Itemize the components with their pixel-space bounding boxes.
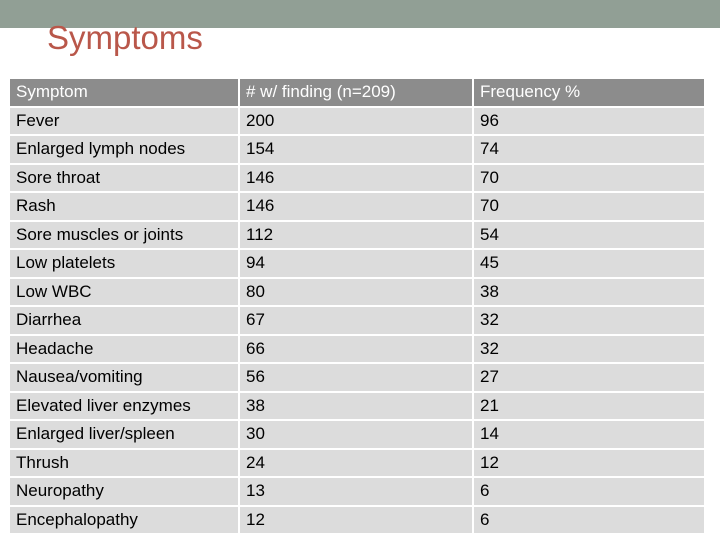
- table-cell: Neuropathy: [10, 478, 238, 505]
- table-cell: 146: [240, 193, 472, 220]
- table-cell: 67: [240, 307, 472, 334]
- table-cell: 54: [474, 221, 704, 248]
- table-cell: 74: [474, 136, 704, 163]
- table-cell: 200: [240, 107, 472, 134]
- table-cell: 32: [474, 307, 704, 334]
- table-row: Enlarged lymph nodes 154 74: [10, 136, 704, 163]
- table-cell: 70: [474, 164, 704, 191]
- table-cell: Fever: [10, 107, 238, 134]
- header-cell: Symptom: [10, 79, 238, 106]
- table-cell: 154: [240, 136, 472, 163]
- table-row: Nausea/vomiting 56 27: [10, 364, 704, 391]
- table-cell: Sore throat: [10, 164, 238, 191]
- table-cell: Low platelets: [10, 250, 238, 277]
- table-cell: 12: [474, 449, 704, 476]
- table-row: Rash 146 70: [10, 193, 704, 220]
- header-row: Symptom # w/ finding (n=209) Frequency %: [10, 79, 704, 106]
- table-cell: 30: [240, 421, 472, 448]
- table-cell: 6: [474, 478, 704, 505]
- table-cell: 45: [474, 250, 704, 277]
- table-cell: 12: [240, 506, 472, 533]
- table-cell: 14: [474, 421, 704, 448]
- table-row: Enlarged liver/spleen 30 14: [10, 421, 704, 448]
- table-row: Elevated liver enzymes 38 21: [10, 392, 704, 419]
- table-cell: 80: [240, 278, 472, 305]
- table-cell: Encephalopathy: [10, 506, 238, 533]
- table-cell: 112: [240, 221, 472, 248]
- header-cell: Frequency %: [474, 79, 704, 106]
- table-row: Sore throat 146 70: [10, 164, 704, 191]
- table-cell: Diarrhea: [10, 307, 238, 334]
- table-row: Low platelets 94 45: [10, 250, 704, 277]
- table-cell: Nausea/vomiting: [10, 364, 238, 391]
- table-cell: Headache: [10, 335, 238, 362]
- table-cell: 94: [240, 250, 472, 277]
- table-cell: 6: [474, 506, 704, 533]
- table-cell: Rash: [10, 193, 238, 220]
- table-cell: 13: [240, 478, 472, 505]
- table-cell: 38: [240, 392, 472, 419]
- table-row: Headache 66 32: [10, 335, 704, 362]
- symptom-table: Symptom # w/ finding (n=209) Frequency % F…: [8, 77, 706, 535]
- table-cell: 66: [240, 335, 472, 362]
- table-cell: Enlarged lymph nodes: [10, 136, 238, 163]
- table-cell: 24: [240, 449, 472, 476]
- table-cell: Sore muscles or joints: [10, 221, 238, 248]
- table-cell: 27: [474, 364, 704, 391]
- table-cell: 96: [474, 107, 704, 134]
- table-cell: 70: [474, 193, 704, 220]
- table-cell: Low WBC: [10, 278, 238, 305]
- table-body: Fever 200 96 Enlarged lymph nodes 154 74 Sore …: [10, 107, 704, 533]
- table-cell: Enlarged liver/spleen: [10, 421, 238, 448]
- top-bar: [0, 0, 720, 28]
- table-row: Thrush 24 12: [10, 449, 704, 476]
- table-row: Diarrhea 67 32: [10, 307, 704, 334]
- table-cell: 21: [474, 392, 704, 419]
- table-cell: Thrush: [10, 449, 238, 476]
- table-cell: Elevated liver enzymes: [10, 392, 238, 419]
- table-row: Fever 200 96: [10, 107, 704, 134]
- table-cell: 146: [240, 164, 472, 191]
- table-row: Encephalopathy 12 6: [10, 506, 704, 533]
- table-cell: 56: [240, 364, 472, 391]
- header-cell: # w/ finding (n=209): [240, 79, 472, 106]
- table-cell: 32: [474, 335, 704, 362]
- table-row: Low WBC 80 38: [10, 278, 704, 305]
- table-cell: 38: [474, 278, 704, 305]
- table-row: Neuropathy 13 6: [10, 478, 704, 505]
- slide-title: Symptoms: [47, 19, 203, 56]
- table-row: Sore muscles or joints 112 54: [10, 221, 704, 248]
